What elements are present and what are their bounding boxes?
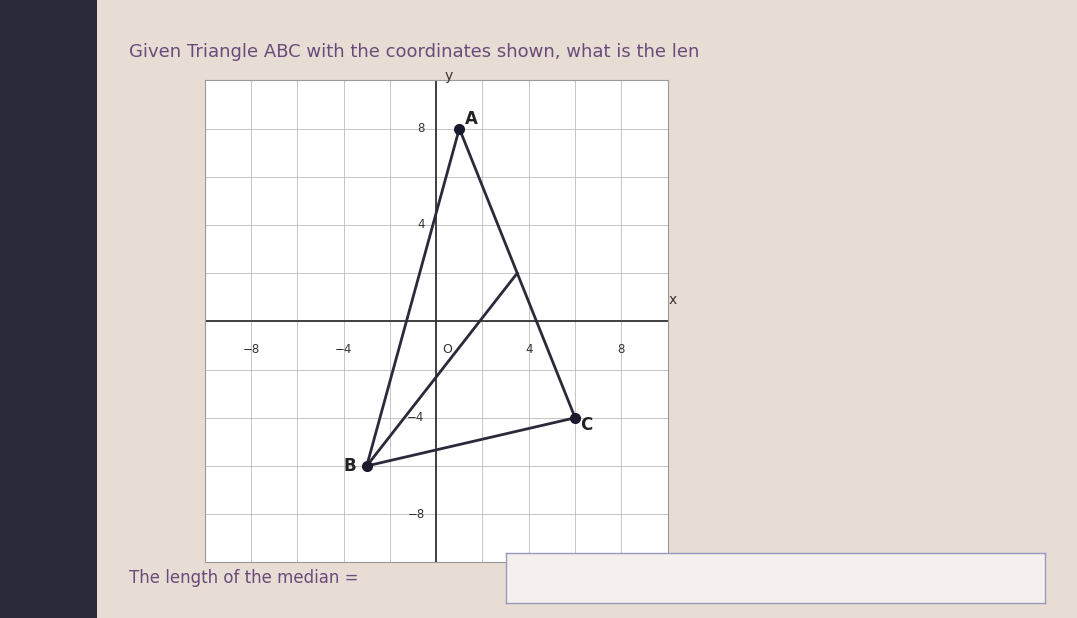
Text: C: C [579, 416, 592, 434]
Text: The length of the median =: The length of the median = [129, 569, 359, 587]
Text: 4: 4 [417, 218, 424, 232]
Text: 4: 4 [526, 343, 532, 356]
Text: O: O [442, 343, 452, 356]
Text: x: x [668, 293, 676, 307]
Text: −8: −8 [407, 507, 424, 521]
Text: −4: −4 [335, 343, 352, 356]
Text: 8: 8 [618, 343, 625, 356]
Text: −8: −8 [242, 343, 260, 356]
Text: y: y [445, 69, 452, 83]
Text: A: A [465, 110, 478, 128]
Text: −4: −4 [407, 411, 424, 425]
Text: Given Triangle ABC with the coordinates shown, what is the len: Given Triangle ABC with the coordinates … [129, 43, 700, 61]
Text: B: B [344, 457, 356, 475]
Text: 8: 8 [417, 122, 424, 135]
